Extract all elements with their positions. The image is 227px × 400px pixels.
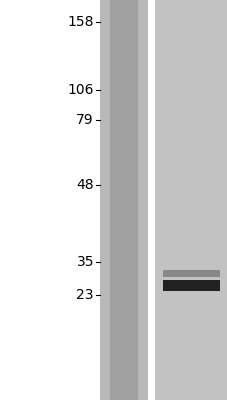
Text: 158: 158 bbox=[67, 15, 94, 29]
Bar bbox=[100, 0, 147, 400]
Bar bbox=[162, 280, 219, 291]
Bar bbox=[154, 0, 227, 400]
Bar bbox=[162, 270, 219, 277]
Bar bbox=[100, 0, 227, 400]
Text: 79: 79 bbox=[76, 113, 94, 127]
Text: 23: 23 bbox=[76, 288, 94, 302]
Text: 35: 35 bbox=[76, 255, 94, 269]
Text: 106: 106 bbox=[67, 83, 94, 97]
Bar bbox=[147, 0, 154, 400]
Text: 48: 48 bbox=[76, 178, 94, 192]
Bar bbox=[109, 0, 138, 400]
